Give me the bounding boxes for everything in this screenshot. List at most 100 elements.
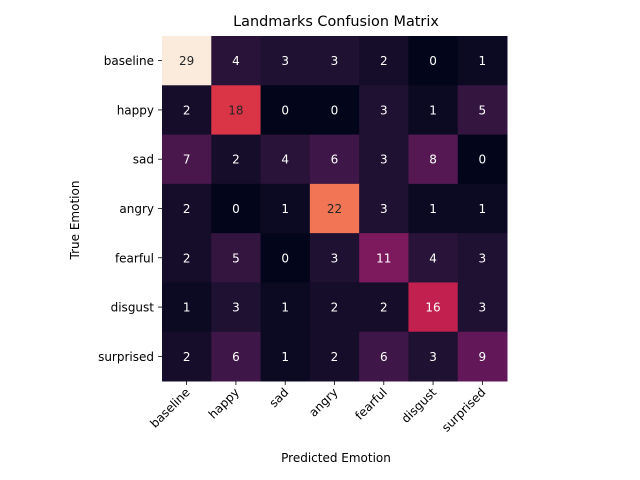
heatmap-cell-0-5 xyxy=(408,36,459,86)
heatmap-cell-2-3 xyxy=(309,134,360,185)
heatmap-value-label: 2 xyxy=(183,103,191,117)
heatmap-cell-3-5 xyxy=(408,183,459,234)
heatmap-cell-5-6 xyxy=(457,282,508,333)
y-tick-label-fearful: fearful xyxy=(115,251,154,265)
heatmap-value-label: 4 xyxy=(281,153,289,167)
heatmap-cell-6-2 xyxy=(260,331,311,382)
heatmap-value-label: 11 xyxy=(376,251,391,265)
heatmap-cell-1-0 xyxy=(162,85,212,136)
heatmap-value-label: 3 xyxy=(429,350,437,364)
y-tick-label-surprised: surprised xyxy=(98,350,154,364)
heatmap-cell-5-0 xyxy=(162,282,212,333)
heatmap-cell-2-0 xyxy=(162,134,212,185)
heatmap-cell-2-2 xyxy=(260,134,311,185)
heatmap-value-label: 22 xyxy=(327,202,342,216)
heatmap-value-label: 3 xyxy=(331,54,339,68)
heatmap-cell-3-2 xyxy=(260,183,311,234)
heatmap-value-label: 6 xyxy=(331,153,339,167)
heatmap-value-label: 1 xyxy=(183,301,191,315)
heatmap-value-label: 2 xyxy=(183,251,191,265)
y-tick-label-sad: sad xyxy=(133,153,154,167)
heatmap-cell-2-4 xyxy=(359,134,409,185)
heatmap-value-label: 1 xyxy=(281,350,289,364)
heatmap-value-label: 1 xyxy=(281,202,289,216)
heatmap-value-label: 16 xyxy=(425,301,440,315)
heatmap-cell-6-4 xyxy=(359,331,409,382)
heatmap-cell-0-4 xyxy=(359,36,409,86)
heatmap-value-label: 3 xyxy=(479,251,487,265)
heatmap-value-label: 2 xyxy=(380,54,388,68)
heatmap-value-label: 5 xyxy=(232,251,240,265)
heatmap-value-label: 18 xyxy=(228,103,243,117)
heatmap-value-label: 0 xyxy=(479,153,487,167)
heatmap-value-label: 3 xyxy=(380,103,388,117)
heatmap-cell-5-1 xyxy=(211,282,262,333)
heatmap-cell-4-2 xyxy=(260,233,311,283)
y-axis-ticks: baseline happy sad angry fearful disgust surpr… xyxy=(98,54,162,364)
heatmap-cell-1-5 xyxy=(408,85,459,136)
y-axis-label: True Emotion xyxy=(68,181,82,261)
heatmap-value-label: 6 xyxy=(232,350,240,364)
heatmap-value-label: 0 xyxy=(281,103,289,117)
heatmap-value-label: 3 xyxy=(331,251,339,265)
heatmap-value-label: 2 xyxy=(331,301,339,315)
heatmap-value-label: 2 xyxy=(380,301,388,315)
heatmap-value-label: 9 xyxy=(479,350,487,364)
heatmap-cell-0-2 xyxy=(260,36,311,86)
heatmap-cell-6-3 xyxy=(309,331,360,382)
heatmap-value-label: 3 xyxy=(479,301,487,315)
heatmap-value-label: 5 xyxy=(479,103,487,117)
heatmap-value-label: 1 xyxy=(479,54,487,68)
heatmap-value-label: 4 xyxy=(232,54,240,68)
heatmap-value-label: 29 xyxy=(179,54,194,68)
y-tick-label-angry: angry xyxy=(119,202,154,216)
heatmap-cell-1-3 xyxy=(309,85,360,136)
heatmap-cell-2-1 xyxy=(211,134,262,185)
heatmap-cell-3-4 xyxy=(359,183,409,234)
heatmap-cell-4-1 xyxy=(211,233,262,283)
heatmap-value-label: 2 xyxy=(183,350,191,364)
heatmap-value-label: 3 xyxy=(281,54,289,68)
heatmap-cell-0-0 xyxy=(162,36,212,86)
heatmap-cell-2-5 xyxy=(408,134,459,185)
heatmap-cell-6-0 xyxy=(162,331,212,382)
heatmap-value-label: 2 xyxy=(183,202,191,216)
heatmap-cell-labels: 29 4 3 3 2 0 12 18 0 0 3 1 57 2 4 6 3 8 02 0 1 22 3 1 12 5 0 3 11 4 31… xyxy=(179,54,486,364)
heatmap-cell-0-3 xyxy=(309,36,360,86)
y-tick-label-baseline: baseline xyxy=(104,54,154,68)
heatmap-cell-3-0 xyxy=(162,183,212,234)
heatmap-value-label: 1 xyxy=(281,301,289,315)
heatmap-value-label: 6 xyxy=(380,350,388,364)
heatmap-cell-4-6 xyxy=(457,233,508,283)
heatmap-cell-3-1 xyxy=(211,183,262,234)
heatmap-value-label: 7 xyxy=(183,153,191,167)
heatmap-value-label: 3 xyxy=(232,301,240,315)
heatmap-value-label: 0 xyxy=(281,251,289,265)
heatmap-cell-6-6 xyxy=(457,331,508,382)
heatmap-cell-4-3 xyxy=(309,233,360,283)
heatmap-value-label: 8 xyxy=(429,153,437,167)
heatmap-cell-1-4 xyxy=(359,85,409,136)
heatmap-value-label: 0 xyxy=(331,103,339,117)
heatmap-cell-1-1 xyxy=(211,85,262,136)
heatmap-cell-0-1 xyxy=(211,36,262,86)
heatmap-cell-5-2 xyxy=(260,282,311,333)
heatmap-cell-5-5 xyxy=(408,282,459,333)
heatmap-cell-3-6 xyxy=(457,183,508,234)
heatmap-value-label: 0 xyxy=(232,202,240,216)
heatmap-value-label: 2 xyxy=(232,153,240,167)
heatmap-cell-3-3 xyxy=(309,183,360,234)
x-axis-label: Predicted Emotion xyxy=(281,451,391,465)
heatmap-value-label: 1 xyxy=(429,202,437,216)
heatmap-value-label: 1 xyxy=(429,103,437,117)
heatmap-cell-5-4 xyxy=(359,282,409,333)
heatmap-value-label: 3 xyxy=(380,153,388,167)
heatmap-value-label: 0 xyxy=(429,54,437,68)
heatmap-cell-4-4 xyxy=(359,233,409,283)
heatmap-cell-4-0 xyxy=(162,233,212,283)
heatmap-cell-1-2 xyxy=(260,85,311,136)
y-tick-label-disgust: disgust xyxy=(111,301,155,315)
heatmap-value-label: 4 xyxy=(429,251,437,265)
heatmap-cell-6-1 xyxy=(211,331,262,382)
